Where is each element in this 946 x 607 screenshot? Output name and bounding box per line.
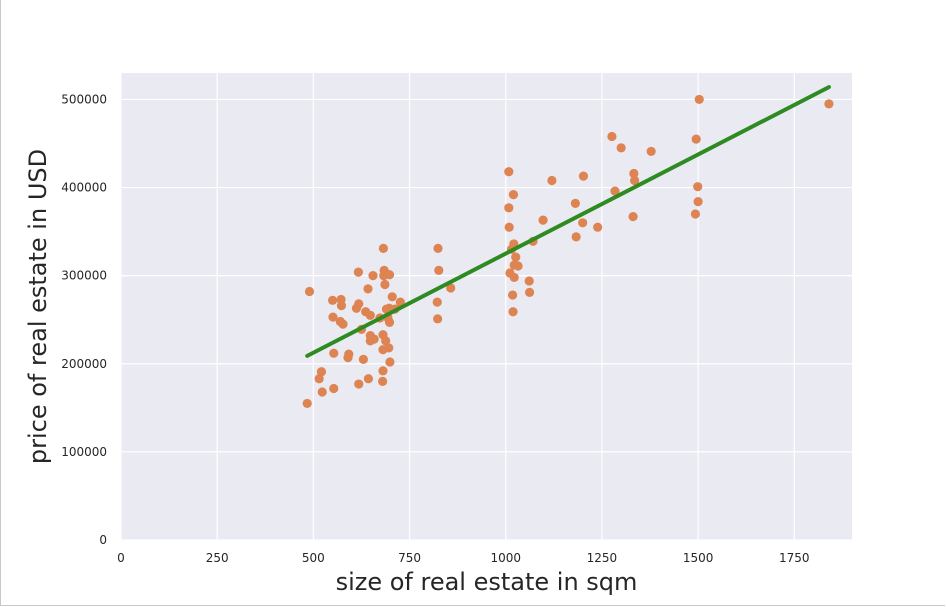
- x-tick-label: 1250: [587, 551, 618, 565]
- data-point: [336, 301, 347, 311]
- data-point: [616, 143, 626, 153]
- data-point: [434, 265, 444, 275]
- data-point: [378, 243, 388, 253]
- data-point: [378, 376, 388, 386]
- data-point: [693, 197, 703, 207]
- data-point: [446, 283, 456, 293]
- data-point: [593, 222, 603, 232]
- data-point: [384, 270, 395, 280]
- x-tick-label: 250: [206, 551, 229, 565]
- fit-line: [305, 85, 831, 358]
- regression-line: [305, 85, 831, 358]
- data-point: [524, 287, 535, 298]
- data-point: [504, 222, 514, 232]
- data-point: [524, 276, 534, 286]
- data-point: [513, 261, 523, 271]
- data-point: [369, 334, 379, 344]
- data-points: [302, 94, 834, 409]
- data-point: [338, 319, 348, 329]
- data-point: [329, 348, 339, 358]
- data-point: [365, 310, 375, 320]
- y-tick-label: 300000: [61, 269, 107, 283]
- data-point: [353, 267, 363, 277]
- x-tick-label: 500: [302, 551, 325, 565]
- x-tick-label: 0: [117, 551, 125, 565]
- data-point: [570, 198, 580, 209]
- y-tick-label: 100000: [61, 445, 107, 459]
- data-point: [690, 209, 701, 219]
- data-point: [316, 367, 327, 377]
- x-tick-label: 750: [398, 551, 421, 565]
- data-point: [508, 290, 518, 300]
- data-point: [629, 168, 639, 179]
- data-point: [363, 284, 373, 294]
- grid-lines: [120, 73, 852, 541]
- data-point: [380, 279, 390, 290]
- data-point: [384, 317, 395, 327]
- data-point: [381, 336, 391, 346]
- data-point: [610, 186, 620, 196]
- data-point: [504, 203, 514, 213]
- data-point: [691, 134, 701, 144]
- data-point: [344, 349, 354, 359]
- data-point: [304, 286, 315, 297]
- data-point: [378, 366, 388, 376]
- data-point: [328, 312, 338, 322]
- y-tick-label: 400000: [61, 181, 107, 195]
- data-point: [508, 307, 518, 317]
- data-point: [302, 398, 312, 409]
- y-tick-label: 0: [99, 533, 107, 547]
- y-axis-label: price of real estate in USD: [24, 149, 52, 464]
- data-point: [317, 387, 327, 397]
- data-point: [508, 189, 519, 200]
- data-point: [628, 212, 638, 222]
- x-tick-labels: 0 250 500 750 1000 1250 1500 1750: [117, 551, 809, 565]
- data-point: [578, 218, 588, 228]
- data-point: [538, 215, 548, 225]
- data-point: [630, 175, 640, 186]
- data-point: [646, 146, 656, 157]
- data-point: [824, 99, 834, 109]
- data-point: [329, 383, 339, 394]
- x-tick-label: 1500: [683, 551, 714, 565]
- y-tick-labels: 0 100000 200000 300000 400000 500000: [61, 92, 107, 547]
- data-point: [368, 271, 378, 281]
- data-point: [504, 167, 514, 177]
- data-point: [511, 252, 521, 262]
- data-point: [571, 232, 581, 242]
- data-point: [395, 297, 405, 307]
- data-point: [363, 374, 373, 384]
- data-point: [607, 131, 617, 142]
- data-point: [358, 354, 368, 364]
- x-tick-label: 1000: [490, 551, 521, 565]
- x-axis-label: size of real estate in sqm: [336, 568, 638, 596]
- data-point: [385, 357, 395, 367]
- y-tick-label: 200000: [61, 357, 107, 371]
- data-point: [547, 175, 557, 186]
- data-point: [387, 292, 397, 302]
- data-point: [354, 299, 364, 309]
- data-point: [432, 297, 442, 307]
- data-point: [509, 272, 519, 283]
- data-point: [433, 314, 443, 324]
- data-point: [354, 379, 364, 389]
- data-point: [578, 171, 589, 181]
- data-point: [384, 343, 394, 353]
- data-point: [433, 243, 443, 253]
- data-point: [328, 295, 338, 305]
- plot-area: [121, 73, 852, 540]
- data-point: [693, 182, 703, 192]
- y-tick-label: 500000: [61, 92, 107, 106]
- data-point: [694, 94, 704, 105]
- x-tick-label: 1750: [779, 551, 810, 565]
- data-point: [314, 374, 324, 384]
